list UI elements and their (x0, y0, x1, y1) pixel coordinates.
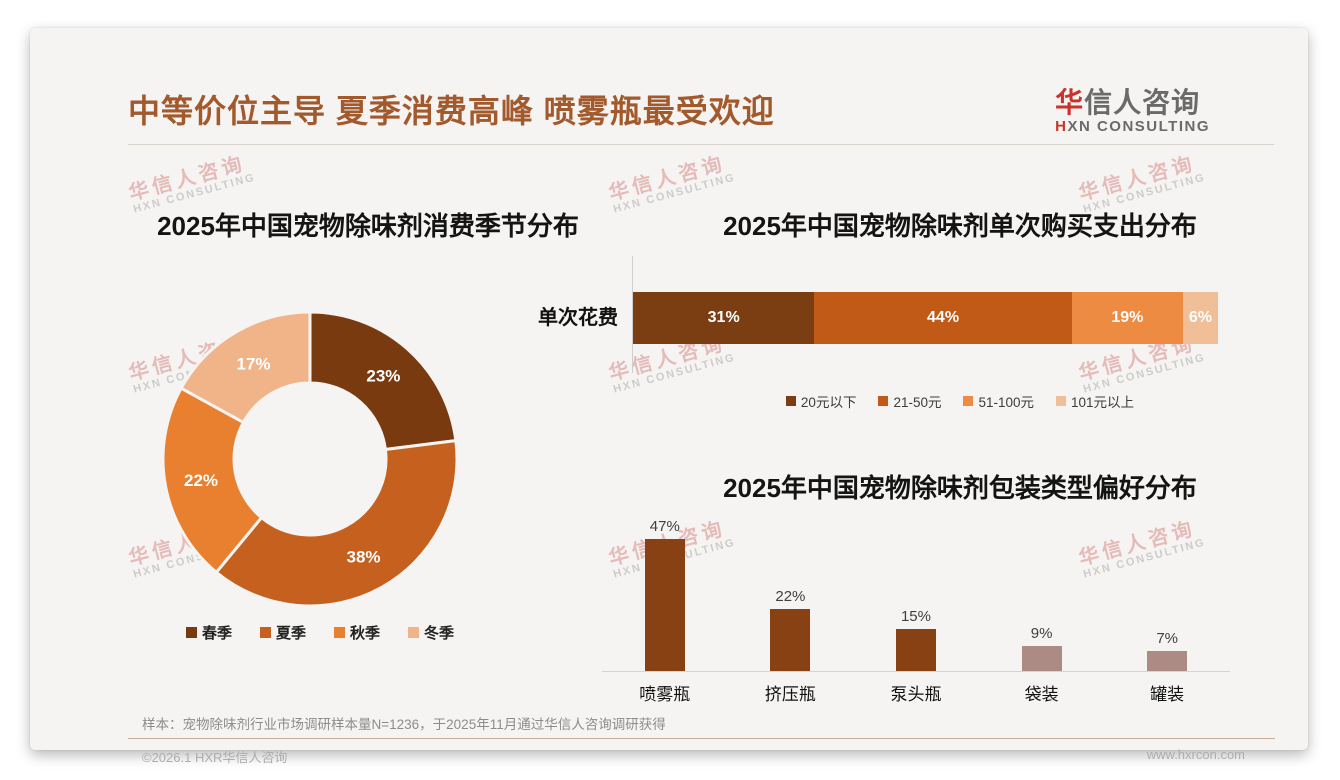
watermark-line1: 华信人咨询 (126, 152, 249, 206)
stacked-row-label: 单次花费 (538, 307, 618, 329)
stacked-bar: 31% 44% 19% 6% (633, 292, 1218, 344)
legend-item-51-100元: 51-100元 (963, 391, 1034, 411)
bars-baseline-axis (602, 671, 1230, 672)
legend-label: 夏季 (275, 625, 306, 642)
donut-chart-title: 2025年中国宠物除味剂消费季节分布 (157, 211, 579, 241)
donut-segment-春季 (308, 310, 458, 452)
logo-chinese-text: 华信人咨询 (1055, 87, 1210, 119)
bar-category-label: 袋装 (1024, 685, 1059, 704)
bar-slot-喷雾瓶: 47% (602, 508, 728, 671)
stacked-segment-101元以上: 6% (1182, 292, 1218, 344)
legend-swatch (334, 627, 345, 638)
donut-segment-label: 22% (184, 471, 218, 490)
bars-plot: 47% 22% 15% 9% 7% (602, 508, 1230, 671)
company-logo: 华信人咨询 HXN CONSULTING (1055, 87, 1210, 136)
sample-footnote: 样本：宠物除味剂行业市场调研样本量N=1236，于2025年11月通过华信人咨询… (142, 717, 666, 732)
donut-segment-冬季 (179, 310, 312, 425)
bar-value-label: 15% (900, 608, 931, 625)
legend-item-夏季: 夏季 (259, 622, 306, 643)
legend-swatch (1056, 396, 1067, 406)
bar-slot-挤压瓶: 22% (728, 508, 854, 671)
watermark-line1: 华信人咨询 (606, 152, 729, 206)
legend-item-冬季: 冬季 (408, 622, 454, 643)
bar-value-label: 9% (1030, 625, 1053, 642)
bar-slot-罐装: 7% (1104, 508, 1230, 671)
logo-rest-letters: XN CONSULTING (1067, 117, 1210, 135)
stacked-segment-51-100元: 19% (1071, 292, 1183, 344)
legend-swatch (185, 627, 197, 638)
stacked-chart-axis (632, 256, 633, 373)
legend-label: 20元以下 (800, 395, 857, 410)
donut-legend: 春季 夏季 秋季 冬季 (125, 622, 515, 643)
logo-accent-char: 华 (1055, 87, 1085, 118)
website-text: www.hxrcon.com (1146, 747, 1245, 762)
legend-label: 秋季 (350, 625, 381, 642)
donut-segment-秋季 (161, 386, 264, 575)
bar-罐装 (1147, 651, 1188, 671)
bar-slot-泵头瓶: 15% (853, 508, 979, 671)
watermark-line2: HXN CONSULTING (611, 351, 737, 396)
logo-accent-letter: H (1055, 117, 1068, 135)
bar-slot-袋装: 9% (979, 508, 1105, 671)
donut-chart: 23% 38% 22% 17% (160, 309, 460, 609)
legend-label: 冬季 (424, 625, 455, 642)
footer-divider (128, 738, 1275, 739)
bar-挤压瓶 (770, 609, 811, 671)
legend-swatch (963, 396, 974, 406)
legend-item-秋季: 秋季 (334, 622, 380, 643)
logo-english-text: HXN CONSULTING (1055, 117, 1210, 136)
stacked-chart-title: 2025年中国宠物除味剂单次购买支出分布 (723, 211, 1197, 241)
bar-category-label: 罐装 (1150, 685, 1185, 704)
stacked-segment-21-50元: 44% (814, 292, 1072, 344)
footer-row: ©2026.1 HXR华信人咨询 www.hxrcon.com (142, 747, 1245, 766)
legend-item-21-50元: 21-50元 (878, 391, 941, 411)
legend-label: 51-100元 (978, 395, 1035, 410)
bars-chart-title: 2025年中国宠物除味剂包装类型偏好分布 (723, 473, 1197, 503)
bar-袋装 (1021, 646, 1062, 671)
donut-segment-label: 38% (346, 547, 380, 566)
slide-card: 华信人咨询 HXN CONSULTING 华信人咨询 HXN CONSULTING 华信… (30, 28, 1308, 765)
legend-label: 101元以上 (1071, 395, 1135, 410)
legend-label: 21-50元 (893, 395, 942, 410)
page-title: 中等价位主导 夏季消费高峰 喷雾瓶最受欢迎 (128, 93, 775, 129)
bar-value-label: 7% (1156, 630, 1179, 647)
bar-category-label: 挤压瓶 (764, 685, 816, 704)
header-divider (128, 144, 1274, 145)
legend-swatch (785, 396, 796, 406)
legend-item-101元以上: 101元以上 (1056, 391, 1134, 411)
legend-item-20元以下: 20元以下 (785, 391, 857, 411)
copyright-text: ©2026.1 HXR华信人咨询 (142, 750, 288, 765)
bar-category-label: 喷雾瓶 (639, 685, 691, 704)
donut-svg: 23% 38% 22% 17% (161, 310, 459, 608)
bar-value-label: 47% (649, 518, 680, 535)
stacked-legend: 20元以下 21-50元 51-100元 101元以上 (655, 391, 1265, 411)
bars-category-labels: 喷雾瓶 挤压瓶 泵头瓶 袋装 罐装 (602, 680, 1230, 705)
watermark-line2: HXN CONSULTING (1081, 351, 1207, 396)
bar-泵头瓶 (895, 629, 936, 671)
donut-segment-夏季 (214, 438, 459, 608)
legend-swatch (878, 396, 889, 406)
stacked-segment-20元以下: 31% (633, 292, 815, 344)
legend-label: 春季 (201, 625, 232, 642)
logo-rest-chars: 信人咨询 (1084, 87, 1201, 118)
legend-item-春季: 春季 (185, 622, 232, 643)
bar-category-label: 泵头瓶 (890, 685, 942, 704)
watermark-line1: 华信人咨询 (1076, 152, 1199, 206)
bar-value-label: 22% (775, 588, 806, 605)
legend-swatch (259, 627, 271, 638)
bar-喷雾瓶 (644, 539, 685, 671)
donut-segment-label: 23% (366, 367, 400, 386)
donut-segment-label: 17% (236, 354, 270, 373)
legend-swatch (408, 627, 420, 638)
